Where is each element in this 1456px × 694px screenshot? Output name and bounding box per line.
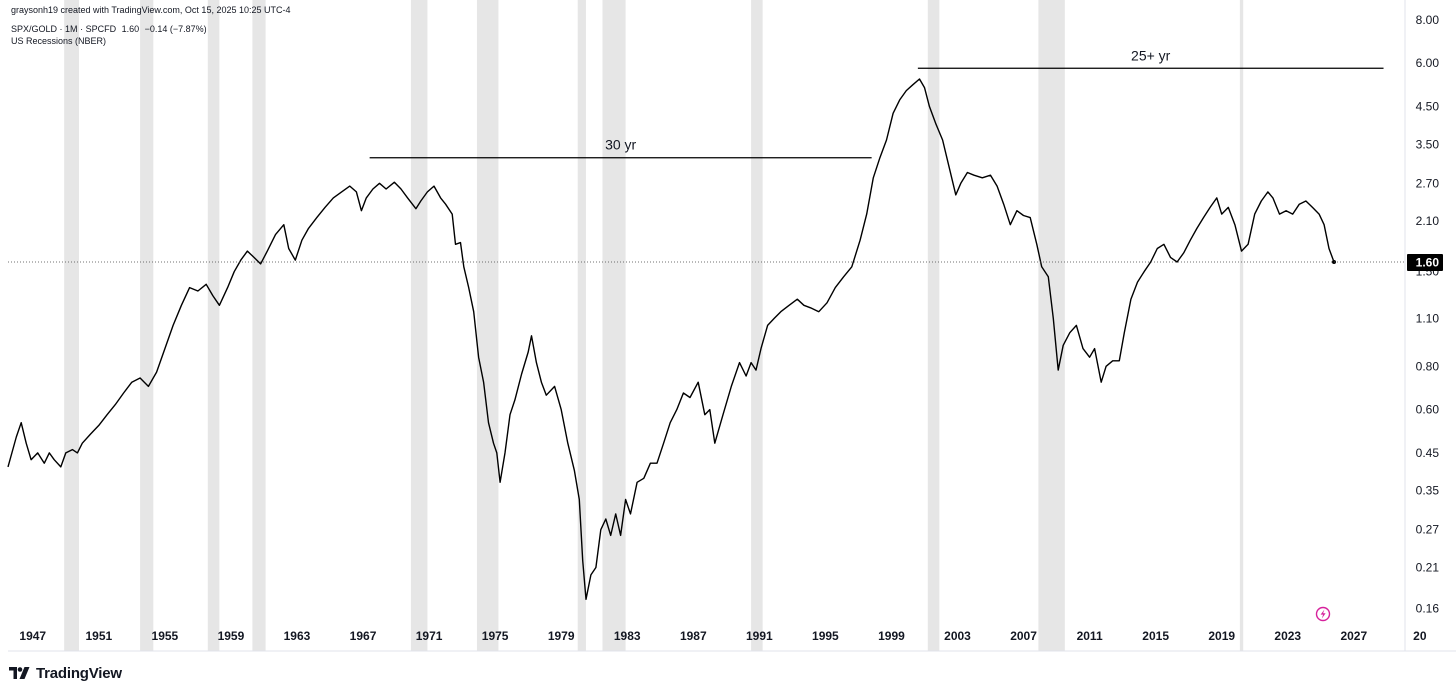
recession-band [207, 0, 220, 651]
x-tick-label: 1947 [19, 629, 46, 643]
recession-band [476, 0, 499, 651]
recession-band [140, 0, 154, 651]
y-tick-label: 0.80 [1416, 359, 1440, 373]
time-axis[interactable]: 1947 1951 1955 1959 1963 1967 1971 1975 1979 1983… [19, 629, 1426, 643]
x-tick-label: 1951 [85, 629, 112, 643]
x-tick-label: 2027 [1340, 629, 1367, 643]
y-tick-label: 3.50 [1416, 137, 1440, 151]
recession-band [252, 0, 266, 651]
y-tick-label: 0.27 [1416, 523, 1440, 537]
recession-band [1239, 0, 1244, 651]
y-tick-label: 0.45 [1416, 446, 1440, 460]
lightning-icon[interactable] [1315, 606, 1331, 622]
recession-band [577, 0, 586, 651]
x-tick-label: 1955 [152, 629, 179, 643]
x-tick-label: 1979 [548, 629, 575, 643]
annotation-label: 25+ yr [1131, 47, 1171, 63]
last-price-marker: 1.60 [8, 254, 1443, 272]
recession-band [751, 0, 763, 651]
x-tick-label: 20 [1413, 629, 1427, 643]
y-tick-label: 0.60 [1416, 403, 1440, 417]
y-tick-label: 6.00 [1416, 56, 1440, 70]
symbol-legend[interactable]: SPX/GOLD · 1M · SPCFD 1.60 −0.14 (−7.87%… [11, 24, 207, 34]
separator: · [80, 24, 86, 34]
x-tick-label: 1963 [284, 629, 311, 643]
recession-shading [64, 0, 1244, 651]
x-tick-label: 2019 [1208, 629, 1235, 643]
recession-band [1038, 0, 1065, 651]
x-tick-label: 2015 [1142, 629, 1169, 643]
source-label: SPCFD [85, 24, 117, 34]
x-tick-label: 2011 [1077, 629, 1103, 643]
annotation-label: 30 yr [605, 137, 636, 153]
x-tick-label: 1971 [416, 629, 443, 643]
y-tick-label: 8.00 [1416, 13, 1440, 27]
last-price-label: 1.60 [1416, 256, 1440, 270]
price-axis[interactable]: 8.006.004.503.502.702.101.501.100.800.60… [1416, 13, 1440, 616]
x-tick-label: 1975 [482, 629, 509, 643]
x-tick-label: 1983 [614, 629, 641, 643]
y-tick-label: 0.35 [1416, 484, 1440, 498]
x-tick-label: 2023 [1274, 629, 1301, 643]
y-tick-label: 2.10 [1416, 214, 1440, 228]
series-line [7, 78, 1335, 600]
y-tick-label: 4.50 [1416, 99, 1440, 113]
last-point-marker [1331, 260, 1336, 265]
x-tick-label: 1987 [680, 629, 707, 643]
y-tick-label: 0.16 [1416, 601, 1440, 615]
last-price-badge [1407, 254, 1443, 272]
recession-band [602, 0, 626, 651]
recession-band [64, 0, 80, 651]
footer: TradingView [9, 664, 122, 682]
recession-band [410, 0, 428, 651]
y-tick-label: 1.10 [1416, 311, 1440, 325]
x-tick-label: 1991 [746, 629, 773, 643]
x-tick-label: 1995 [812, 629, 839, 643]
y-tick-label: 2.70 [1416, 176, 1440, 190]
tradingview-logo-icon[interactable] [9, 666, 31, 680]
last-value: 1.60 [121, 24, 140, 34]
x-tick-label: 1999 [878, 629, 905, 643]
symbol-name[interactable]: SPX/GOLD [11, 24, 58, 34]
tradingview-brand[interactable]: TradingView [36, 664, 122, 682]
interval-label: 1M [65, 24, 78, 34]
chart-credit: graysonh19 created with TradingView.com,… [11, 5, 291, 15]
x-tick-label: 1967 [350, 629, 377, 643]
indicator-legend[interactable]: US Recessions (NBER) [11, 36, 107, 46]
x-tick-label: 2003 [944, 629, 971, 643]
separator: · [59, 24, 66, 34]
x-tick-label: 2007 [1010, 629, 1037, 643]
recession-band [927, 0, 940, 651]
change-value: −0.14 (−7.87%) [144, 24, 207, 34]
x-tick-label: 1959 [218, 629, 245, 643]
y-tick-label: 0.21 [1416, 561, 1440, 575]
annotations: 30 yr 25+ yr [369, 47, 1384, 159]
price-series [7, 78, 1336, 600]
